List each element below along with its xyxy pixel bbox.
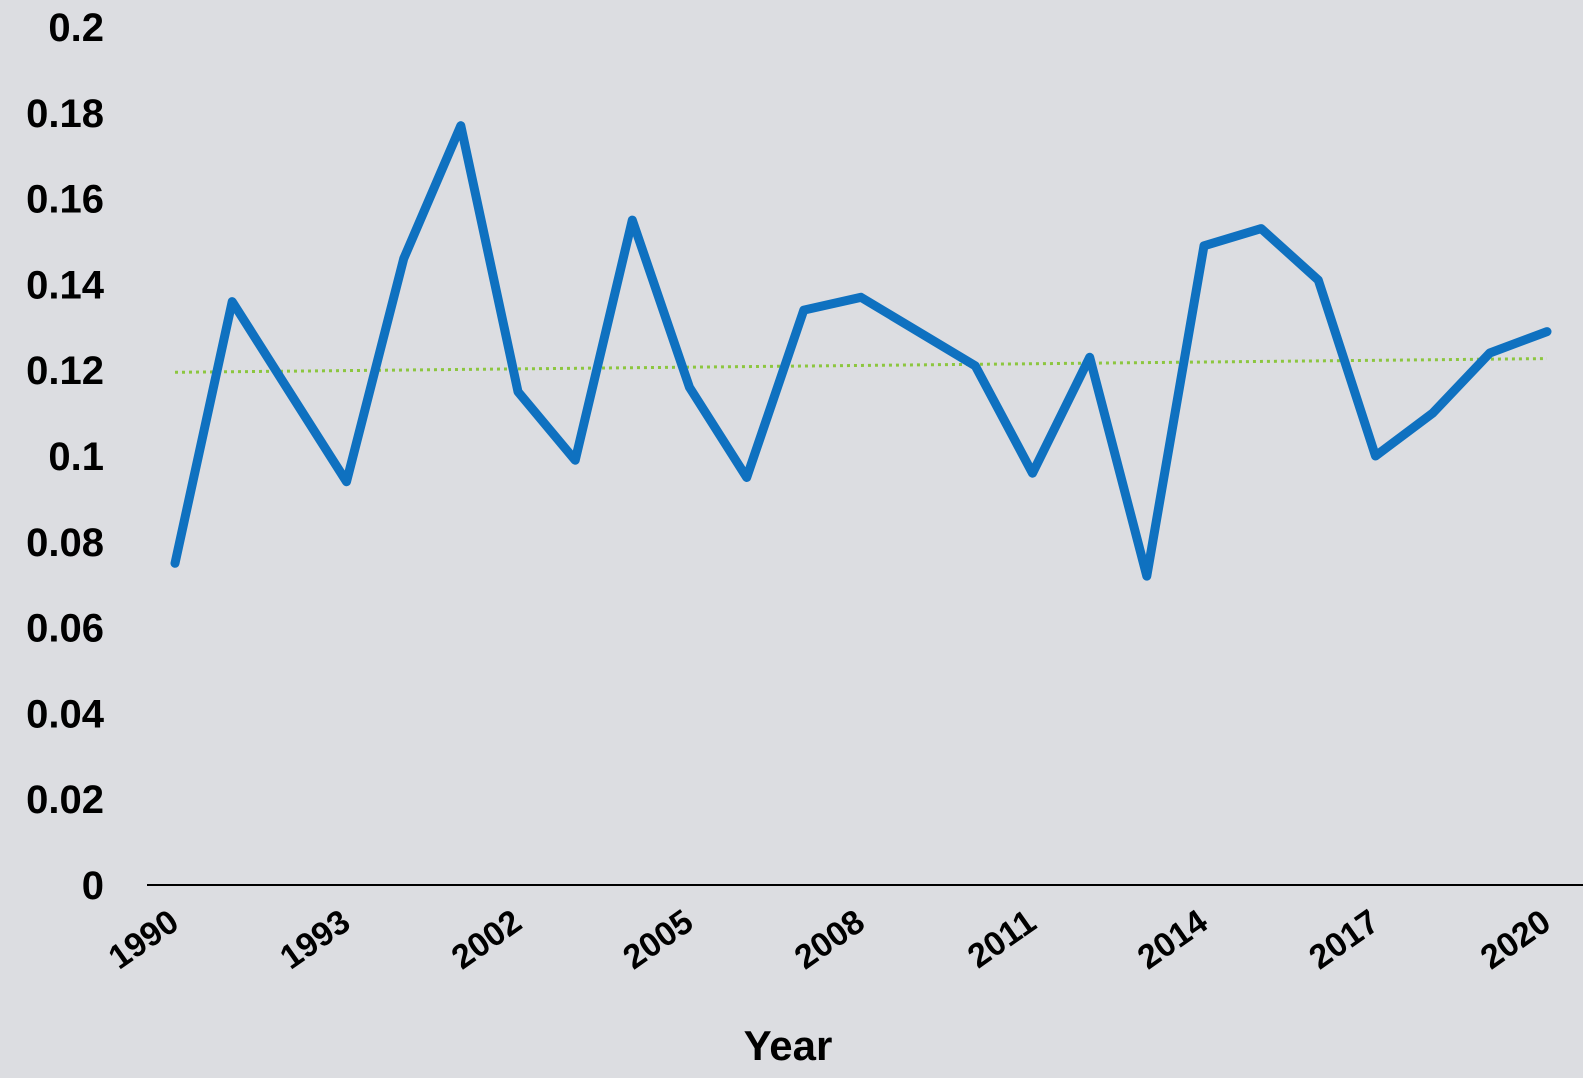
x-axis-label: Year (744, 1022, 833, 1069)
x-tick-label: 2020 (1474, 902, 1558, 977)
x-tick-label: 1990 (102, 902, 186, 977)
x-tick-label: 2008 (788, 902, 872, 977)
y-tick-label: 0.14 (26, 263, 105, 307)
x-tick-label: 2014 (1131, 902, 1215, 977)
y-tick-label: 0.12 (26, 349, 104, 393)
y-tick-label: 0.2 (48, 6, 104, 50)
x-tick-label: 2002 (445, 902, 529, 977)
y-tick-label: 0.18 (26, 92, 104, 136)
x-tick-label: 1993 (273, 902, 357, 977)
y-tick-label: 0.08 (26, 521, 104, 565)
y-tick-label: 0.06 (26, 607, 104, 651)
x-tick-label: 2017 (1302, 902, 1386, 977)
y-tick-label: 0.02 (26, 778, 104, 822)
x-axis-ticks: 1990 1993 2002 2005 2008 2011 2014 2017 2020 (102, 902, 1558, 977)
x-tick-label: 2005 (616, 902, 700, 977)
series-line (170, 121, 1552, 581)
y-tick-label: 0.04 (26, 692, 105, 736)
y-tick-label: 0.16 (26, 178, 104, 222)
y-tick-label: 0.1 (48, 435, 104, 479)
trend-line (174, 357, 1548, 374)
y-axis-ticks: 0 0.02 0.04 0.06 0.08 0.1 0.12 0.14 0.16 0.18 0.2 (26, 6, 105, 908)
x-tick-label: 2011 (961, 902, 1043, 975)
y-tick-label: 0 (82, 864, 104, 908)
